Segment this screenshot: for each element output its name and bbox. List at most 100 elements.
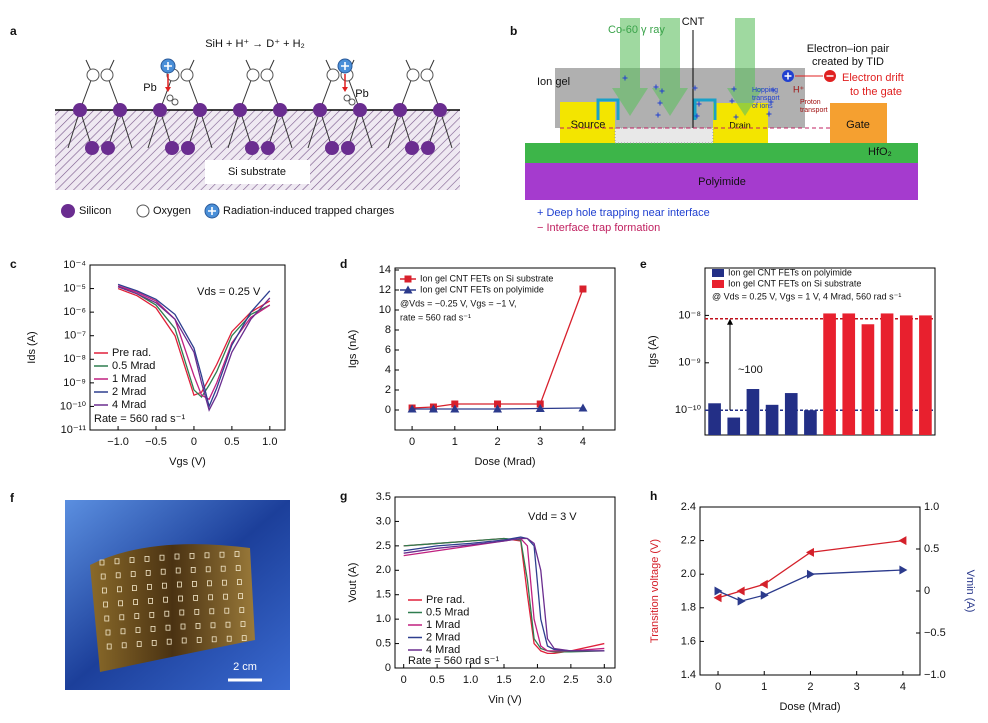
ion xyxy=(622,75,628,81)
bar xyxy=(919,315,932,435)
y-tick-label: 2.4 xyxy=(681,501,696,513)
series-line xyxy=(117,287,271,397)
electrode-label: Drain xyxy=(729,120,751,130)
x-tick-label: 3 xyxy=(537,436,543,448)
series-line xyxy=(403,537,605,652)
panel-label: c xyxy=(10,257,17,271)
device xyxy=(130,571,136,577)
x-tick-label: 0 xyxy=(409,436,415,448)
x-tick-label: 0 xyxy=(191,436,197,448)
device xyxy=(190,567,196,573)
device xyxy=(149,612,155,618)
device xyxy=(210,622,216,629)
series-line xyxy=(412,288,584,409)
arrow-head xyxy=(342,87,348,92)
annotation: Vdd = 3 V xyxy=(528,511,577,523)
device xyxy=(223,593,229,600)
y-tick-label: 10⁻⁹ xyxy=(63,377,86,389)
oxygen-atom xyxy=(86,68,100,82)
y-tick-label: 3.0 xyxy=(376,515,391,527)
y-tick-label: 2.2 xyxy=(681,535,696,547)
device xyxy=(204,552,210,559)
hopping-label: of ions xyxy=(752,103,773,110)
x-tick-label: 0.5 xyxy=(429,674,444,686)
pb-center xyxy=(343,94,351,102)
silicon-atom xyxy=(101,141,115,155)
device xyxy=(189,553,195,559)
device xyxy=(220,565,226,572)
legend-label: 4 Mrad xyxy=(426,644,460,656)
device xyxy=(146,584,152,590)
legend-label: 2 Mrad xyxy=(112,386,146,398)
hfo2-layer xyxy=(525,143,918,163)
ion xyxy=(692,85,698,91)
point xyxy=(898,536,907,546)
x-tick-label: 4 xyxy=(580,436,586,448)
silicon-atom xyxy=(193,103,207,117)
x-axis-label: Vin (V) xyxy=(488,694,521,706)
y-tick-label: 1.0 xyxy=(376,613,391,625)
legend-oxygen xyxy=(136,204,150,218)
silicon-atom xyxy=(181,141,195,155)
silicon-atom xyxy=(421,141,435,155)
y2-tick-label: 0.5 xyxy=(924,543,939,555)
y-axis-label: Transition voltage (V) xyxy=(649,539,661,643)
device xyxy=(166,638,172,645)
device xyxy=(117,586,122,593)
y-tick-label: 10⁻⁹ xyxy=(678,357,701,369)
panel-b: b Polyimide HfO₂ Ion gel Source Drain Ga… xyxy=(510,16,918,234)
device xyxy=(120,628,126,635)
atoms xyxy=(67,58,453,155)
plus-icon xyxy=(164,62,172,70)
annotation: Rate = 560 rad s⁻¹ xyxy=(94,413,185,425)
device xyxy=(179,609,185,616)
bar xyxy=(899,315,913,435)
silicon-atom xyxy=(353,103,367,117)
gamma-ray-arrows xyxy=(612,18,763,116)
device xyxy=(221,579,227,586)
x-tick-label: 1 xyxy=(452,436,458,448)
device xyxy=(121,642,127,649)
note: − Interface trap formation xyxy=(537,222,660,234)
device xyxy=(195,623,201,629)
hopping-label: Hopping xyxy=(752,87,778,94)
legend-swatch xyxy=(712,269,724,277)
silicon-atom xyxy=(245,141,259,155)
x-tick-label: 4 xyxy=(900,681,906,693)
silicon-atom xyxy=(233,103,247,117)
point xyxy=(579,285,587,293)
device xyxy=(194,609,200,615)
plot-frame xyxy=(394,496,616,669)
y-tick-label: 10⁻¹⁰ xyxy=(675,404,702,416)
plus-icon xyxy=(341,62,349,70)
ion xyxy=(657,100,663,106)
series-line xyxy=(412,407,583,410)
x-tick-label: 1.0 xyxy=(463,674,478,686)
y-axis-label: Igs (A) xyxy=(647,335,659,367)
device xyxy=(151,640,157,646)
device xyxy=(131,585,137,591)
y-tick-label: 1.4 xyxy=(681,669,696,681)
device xyxy=(193,595,199,601)
cnt-film xyxy=(614,127,714,144)
x-tick-label: 3.0 xyxy=(597,674,612,686)
legend-marker xyxy=(403,285,413,294)
point xyxy=(407,404,417,413)
silicon-atom xyxy=(85,141,99,155)
device xyxy=(104,615,110,622)
x-tick-label: −0.5 xyxy=(145,436,167,448)
pair-label: created by TID xyxy=(812,56,884,68)
silicon-atom xyxy=(393,103,407,117)
y-tick-label: 1.5 xyxy=(376,589,391,601)
device xyxy=(133,599,139,605)
x-tick-label: 2 xyxy=(494,436,500,448)
plus-icon xyxy=(784,72,792,80)
y-tick-label: 10⁻⁸ xyxy=(63,353,86,365)
y2-tick-label: 1.0 xyxy=(924,501,939,513)
pb-center xyxy=(166,94,174,102)
device xyxy=(165,624,171,631)
device xyxy=(100,573,106,580)
series-line xyxy=(717,539,903,599)
device xyxy=(176,581,182,588)
ion xyxy=(694,113,700,119)
